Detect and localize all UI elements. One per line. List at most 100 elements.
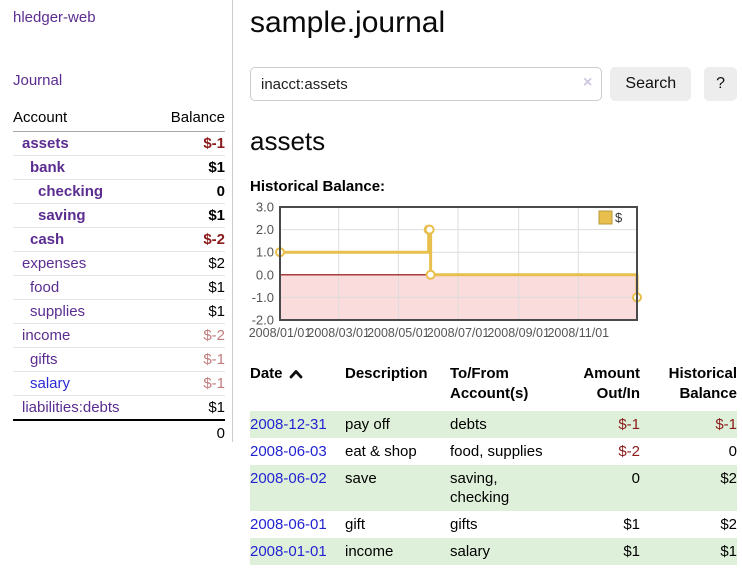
transaction-accounts: gifts bbox=[450, 516, 478, 533]
account-row-salary: salary $-1 bbox=[13, 371, 225, 396]
account-row-supplies: supplies $1 bbox=[13, 299, 225, 324]
account-link-supplies[interactable]: supplies bbox=[30, 303, 86, 320]
account-balance: $-1 bbox=[153, 371, 225, 396]
account-link-income[interactable]: income bbox=[22, 327, 71, 344]
search-button[interactable]: Search bbox=[610, 67, 692, 101]
svg-text:-2.0: -2.0 bbox=[252, 313, 274, 328]
register-row: 2008-06-01 gift gifts $1 $2 bbox=[250, 511, 737, 538]
account-row-expenses: expenses $2 bbox=[13, 251, 225, 276]
svg-text:2.0: 2.0 bbox=[256, 222, 274, 237]
transaction-description: pay off bbox=[345, 411, 450, 438]
help-button[interactable]: ? bbox=[704, 67, 737, 101]
svg-text:3.0: 3.0 bbox=[256, 200, 274, 215]
account-link-cash[interactable]: cash bbox=[30, 231, 65, 248]
page-title: sample.journal bbox=[250, 6, 446, 39]
register-header-row: Date Description To/From Account(s) Amou… bbox=[250, 364, 737, 411]
register-header-balance[interactable]: Historical Balance bbox=[668, 365, 737, 402]
svg-text:2008/09/01: 2008/09/01 bbox=[487, 326, 550, 340]
account-link-gifts[interactable]: gifts bbox=[30, 351, 58, 368]
register-header-account[interactable]: To/From Account(s) bbox=[450, 365, 529, 402]
account-row-saving: saving $1 bbox=[13, 203, 225, 228]
transaction-date-link[interactable]: 2008-01-01 bbox=[250, 543, 327, 560]
accounts-table: Account Balance assets $-1 bank $1 check… bbox=[13, 106, 225, 445]
transaction-amount: $-1 bbox=[565, 411, 640, 438]
sidebar-item-journal[interactable]: Journal bbox=[13, 72, 63, 89]
account-balance: $1 bbox=[208, 399, 225, 416]
accounts-total-row: 0 bbox=[13, 419, 225, 445]
transaction-amount: $-2 bbox=[618, 443, 640, 460]
historical-balance-chart: 3.0 2.0 1.0 0.0 -1.0 -2.02008/01/012008/03/01… bbox=[249, 200, 642, 340]
account-link-liabilities-debts[interactable]: liabilities:debts bbox=[22, 399, 120, 416]
account-row-gifts: gifts $-1 bbox=[13, 347, 225, 372]
register-header-date-label: Date bbox=[250, 365, 283, 382]
account-page-title: assets bbox=[250, 126, 326, 156]
register-header-date[interactable]: Date bbox=[250, 364, 345, 411]
account-link-bank[interactable]: bank bbox=[30, 159, 66, 176]
account-balance: $1 bbox=[153, 275, 225, 300]
accounts-total-value: 0 bbox=[153, 419, 225, 445]
register-row: 2008-06-02 save saving, checking 0 $2 bbox=[250, 465, 737, 511]
app-title[interactable]: hledger-web bbox=[13, 9, 96, 26]
transaction-balance: $2 bbox=[720, 516, 737, 533]
account-row-cash: cash $-2 bbox=[13, 227, 225, 252]
svg-text:$: $ bbox=[615, 210, 623, 225]
account-balance: $2 bbox=[153, 251, 225, 276]
search-input[interactable] bbox=[250, 67, 603, 101]
svg-text:2008/05/01: 2008/05/01 bbox=[367, 326, 430, 340]
transaction-accounts: salary bbox=[450, 538, 565, 565]
register-row: 2008-01-01 income salary $1 $1 bbox=[250, 538, 737, 565]
account-row-bank: bank $1 bbox=[13, 155, 225, 180]
account-link-saving[interactable]: saving bbox=[38, 207, 86, 224]
chart-title: Historical Balance: bbox=[250, 178, 386, 195]
account-row-assets: assets $-1 bbox=[13, 131, 225, 156]
svg-text:-1.0: -1.0 bbox=[252, 290, 274, 305]
transaction-balance: 0 bbox=[728, 443, 737, 460]
account-balance: $1 bbox=[153, 299, 225, 324]
register-table: Date Description To/From Account(s) Amou… bbox=[250, 364, 737, 565]
accounts-header-row: Account Balance bbox=[13, 106, 225, 132]
sort-ascending-icon bbox=[289, 370, 302, 379]
account-balance: $1 bbox=[153, 203, 225, 228]
accounts-total-spacer bbox=[13, 419, 154, 445]
transaction-accounts: debts bbox=[450, 411, 565, 438]
account-link-assets[interactable]: assets bbox=[22, 135, 69, 152]
register-header-amount[interactable]: Amount Out/In bbox=[583, 365, 640, 402]
account-link-checking[interactable]: checking bbox=[38, 183, 104, 200]
account-balance: $-1 bbox=[153, 131, 225, 156]
transaction-balance: $1 bbox=[640, 538, 737, 565]
account-balance: $-1 bbox=[153, 347, 225, 372]
account-row-food: food $1 bbox=[13, 275, 225, 300]
accounts-header-balance: Balance bbox=[153, 106, 225, 132]
account-balance: $-2 bbox=[153, 323, 225, 348]
transaction-balance: $2 bbox=[640, 465, 737, 511]
transaction-description: income bbox=[345, 538, 450, 565]
clear-search-icon[interactable]: × bbox=[583, 74, 593, 91]
account-balance: $1 bbox=[153, 155, 225, 180]
register-header-description[interactable]: Description bbox=[345, 365, 428, 382]
main-content: sample.journal × Search ? assets Histori… bbox=[249, 0, 737, 565]
transaction-description: eat & shop bbox=[345, 443, 417, 460]
transaction-date-link[interactable]: 2008-06-02 bbox=[250, 470, 327, 487]
transaction-amount: 0 bbox=[565, 465, 640, 511]
sidebar: hledger-web Journal Account Balance asse… bbox=[0, 0, 233, 445]
register-row: 2008-12-31 pay off debts $-1 $-1 bbox=[250, 411, 737, 438]
transaction-amount: $1 bbox=[565, 538, 640, 565]
transaction-description: gift bbox=[345, 516, 366, 533]
transaction-balance: $-1 bbox=[640, 411, 737, 438]
account-link-expenses[interactable]: expenses bbox=[22, 255, 87, 272]
transaction-accounts: food, supplies bbox=[450, 443, 543, 460]
transaction-accounts: saving, checking bbox=[450, 465, 565, 511]
account-link-salary[interactable]: salary bbox=[30, 375, 71, 392]
transaction-date-link[interactable]: 2008-06-03 bbox=[250, 443, 327, 460]
svg-text:1.0: 1.0 bbox=[256, 245, 274, 260]
transaction-date-link[interactable]: 2008-12-31 bbox=[250, 416, 327, 433]
search-input-wrapper: × bbox=[250, 67, 603, 101]
account-row-income: income $-2 bbox=[13, 323, 225, 348]
account-balance: 0 bbox=[153, 179, 225, 204]
transaction-amount: $1 bbox=[623, 516, 640, 533]
svg-text:0.0: 0.0 bbox=[256, 267, 274, 282]
account-link-food[interactable]: food bbox=[30, 279, 60, 296]
transaction-date-link[interactable]: 2008-06-01 bbox=[250, 516, 327, 533]
svg-text:2008/11/01: 2008/11/01 bbox=[547, 326, 609, 340]
svg-text:2008/03/01: 2008/03/01 bbox=[307, 326, 370, 340]
